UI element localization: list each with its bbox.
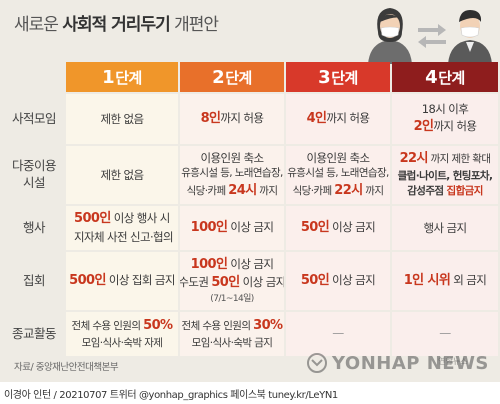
cell-private-stage4: 18시 이후 2인까지 허용 <box>392 94 498 144</box>
stage-4-header: 4 단계 <box>392 62 498 92</box>
woman-masked-icon <box>368 8 412 64</box>
page-title: 새로운 사회적 거리두기 개편안 <box>14 15 219 35</box>
cell-events-stage2: 100인 이상 금지 <box>180 206 284 250</box>
stage-3-header: 3 단계 <box>286 62 390 92</box>
row-label-multi-use-facilities: 다중이용 시설 <box>11 158 57 190</box>
cell-private-stage1: 제한 없음 <box>66 94 178 144</box>
yonhap-watermark-small: 연합뉴스 <box>438 357 468 366</box>
cell-facilities-stage4: 22시 까지 제한 확대 클럽·나이트, 헌팅포차, 감성주점 집합금지 <box>392 146 498 204</box>
row-label-private-gathering: 사적모임 <box>11 110 57 126</box>
cell-events-stage4: 행사 금지 <box>392 206 498 250</box>
cell-facilities-stage3: 이용인원 축소 유흥시설 등, 노래연습장, 식당·카페 22시 까지 <box>286 146 390 204</box>
cell-events-stage3: 50인 이상 금지 <box>286 206 390 250</box>
stage-1-header: 1 단계 <box>66 62 178 92</box>
cell-facilities-stage2: 이용인원 축소 유흥시설 등, 노래연습장, 식당·카페 24시 까지 <box>180 146 284 204</box>
man-masked-icon <box>448 10 492 64</box>
cell-private-stage3: 4인까지 허용 <box>286 94 390 144</box>
cell-facilities-stage1: 제한 없음 <box>66 146 178 204</box>
yonhap-watermark: YONHAP NEWS <box>306 352 489 374</box>
cell-rallies-stage3: 50인 이상 금지 <box>286 252 390 310</box>
cell-rallies-stage4: 1인 시위 외 금지 <box>392 252 498 310</box>
cell-private-stage2: 8인까지 허용 <box>180 94 284 144</box>
yonhap-logo-icon <box>307 353 327 373</box>
cell-events-stage1: 500인 이상 행사 시 지자체 사전 신고·협의 <box>66 206 178 250</box>
row-label-religious: 종교활동 <box>11 325 57 341</box>
cell-religious-stage3: — <box>286 312 390 356</box>
masked-people-illustration <box>368 8 492 64</box>
cell-rallies-stage1: 500인 이상 집회 금지 <box>66 252 178 310</box>
row-label-rallies: 집회 <box>22 272 46 288</box>
stage-2-header: 2 단계 <box>180 62 284 92</box>
credit-footer: 이경아 인턴 / 20210707 트위터 @yonhap_graphics 페… <box>0 382 500 404</box>
cell-religious-stage2: 전체 수용 인원의 30% 모임·식사·숙박 금지 <box>180 312 284 356</box>
exchange-arrows-icon <box>418 24 446 48</box>
cell-rallies-stage2: 100인 이상 금지 수도권 50인 이상 금지 (7/1~14일) <box>180 252 284 310</box>
cell-religious-stage1: 전체 수용 인원의 50% 모임·식사·숙박 자제 <box>66 312 178 356</box>
row-label-events: 행사 <box>22 219 46 235</box>
source-note: 자료/ 중앙재난안전대책본부 <box>14 362 119 373</box>
cell-religious-stage4: — <box>392 312 498 356</box>
